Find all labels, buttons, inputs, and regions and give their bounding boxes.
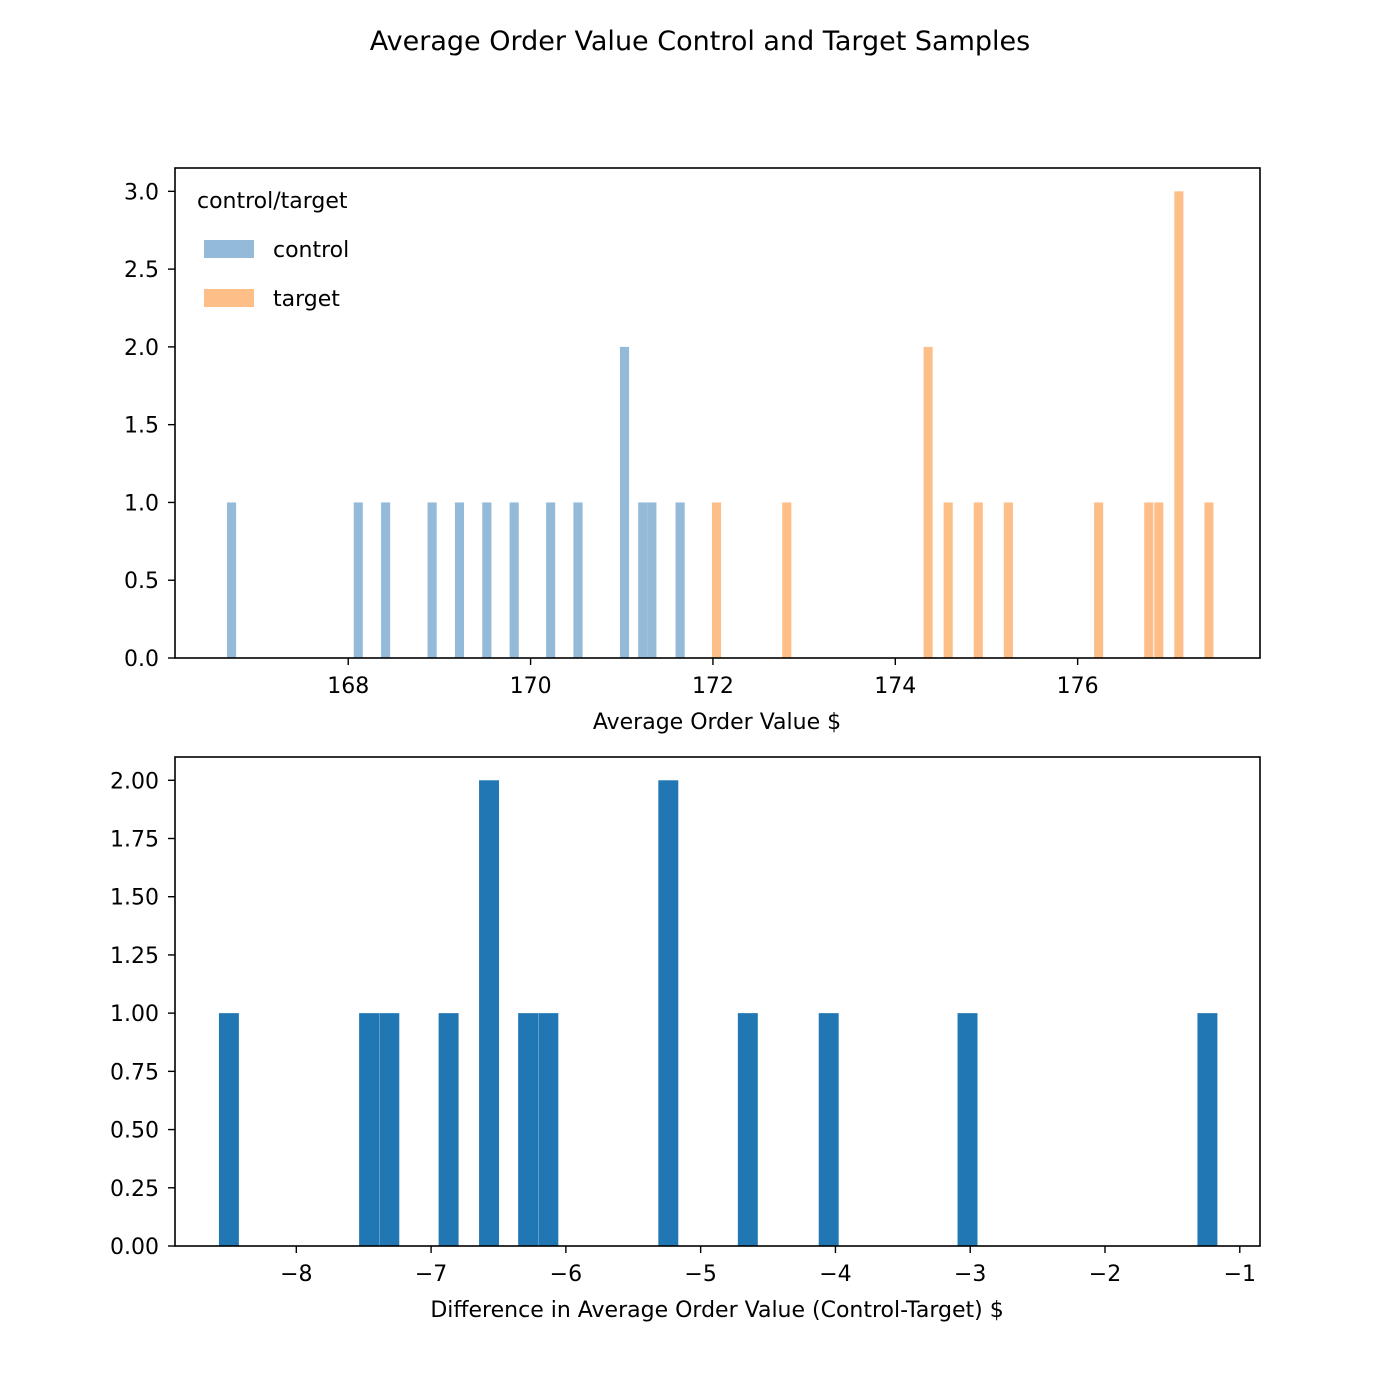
x-tick-label: −3 xyxy=(954,1262,986,1287)
histogram-bar xyxy=(658,780,679,1246)
histogram-bar-target xyxy=(923,346,933,658)
y-tick-label: 0.75 xyxy=(110,1060,159,1085)
histogram-bar-control xyxy=(381,502,391,658)
y-tick-label: 1.00 xyxy=(110,1002,159,1027)
histogram-bar-target xyxy=(1144,502,1154,658)
histogram-bar xyxy=(818,1013,839,1246)
histogram-bar-target xyxy=(782,502,792,658)
legend-label-target: target xyxy=(273,287,340,312)
figure-title: Average Order Value Control and Target S… xyxy=(370,26,1030,57)
histogram-bar xyxy=(518,1013,539,1246)
y-tick-label: 2.00 xyxy=(110,769,159,794)
x-tick-label: 176 xyxy=(1057,674,1099,699)
x-tick-label: 170 xyxy=(510,674,552,699)
y-tick-label: 3.0 xyxy=(124,180,159,205)
histogram-bar xyxy=(359,1013,380,1246)
histogram-bar-control xyxy=(353,502,363,658)
x-axis-label-top: Average Order Value $ xyxy=(593,710,841,735)
histogram-bar-target xyxy=(1204,502,1214,658)
x-tick-label: −6 xyxy=(550,1262,582,1287)
bars xyxy=(218,780,1218,1246)
histogram-bar-control xyxy=(226,502,237,658)
histogram-bar xyxy=(1197,1013,1218,1246)
bars xyxy=(226,191,1214,658)
y-tick-label: 1.50 xyxy=(110,886,159,911)
histogram-bar xyxy=(737,1013,758,1246)
legend: control/target control target xyxy=(197,189,349,312)
histogram-bar-target xyxy=(973,502,983,658)
histogram-bar-target xyxy=(1094,502,1104,658)
histogram-bar-target xyxy=(1003,502,1013,658)
histogram-bar-control xyxy=(619,346,630,658)
y-tick-label: 0.0 xyxy=(124,647,159,672)
histogram-bar-control xyxy=(546,502,556,658)
histogram-bar-control xyxy=(454,502,465,658)
axes-frame xyxy=(174,756,1261,1247)
y-tick-label: 0.00 xyxy=(110,1235,159,1260)
y-tick-label: 0.25 xyxy=(110,1177,159,1202)
histogram-bar-control xyxy=(638,502,648,658)
histogram-bar-target xyxy=(1174,191,1184,658)
histogram-difference: Difference in Average Order Value (Contr… xyxy=(110,756,1261,1323)
x-tick-label: −2 xyxy=(1089,1262,1121,1287)
x-tick-label: −5 xyxy=(684,1262,716,1287)
legend-swatch-control xyxy=(204,240,254,258)
histogram-bar xyxy=(218,1013,239,1246)
histogram-bar xyxy=(438,1013,459,1246)
histogram-bar-control xyxy=(573,502,583,658)
legend-label-control: control xyxy=(273,238,349,263)
x-tick-label: −8 xyxy=(280,1262,312,1287)
histogram-bar-target xyxy=(712,502,722,658)
y-tick-label: 0.5 xyxy=(124,569,159,594)
legend-swatch-target xyxy=(204,289,254,307)
x-tick-label: −4 xyxy=(819,1262,851,1287)
histogram-bar xyxy=(957,1013,978,1246)
y-tick-label: 2.0 xyxy=(124,336,159,361)
x-tick-label: 168 xyxy=(327,674,369,699)
histogram-bar xyxy=(538,1013,559,1246)
x-axis-label-bottom: Difference in Average Order Value (Contr… xyxy=(430,1298,1003,1323)
histogram-bar-control xyxy=(427,502,437,658)
axes-frame xyxy=(174,167,1261,659)
legend-title: control/target xyxy=(197,189,348,214)
histogram-bar-control xyxy=(675,502,685,658)
y-tick-label: 2.5 xyxy=(124,258,159,283)
histogram-bar-target xyxy=(943,502,953,658)
histogram-control-target: Average Order Value $ control/target con… xyxy=(124,167,1261,735)
y-tick-label: 1.25 xyxy=(110,944,159,969)
histogram-bar xyxy=(379,1013,400,1246)
histogram-bar-control xyxy=(509,502,519,658)
x-tick-label: −7 xyxy=(415,1262,447,1287)
y-tick-label: 1.5 xyxy=(124,414,159,439)
y-tick-label: 0.50 xyxy=(110,1119,159,1144)
x-tick-label: 174 xyxy=(874,674,916,699)
histogram-bar-control xyxy=(482,502,492,658)
y-tick-label: 1.0 xyxy=(124,491,159,516)
x-tick-label: 172 xyxy=(692,674,734,699)
histogram-bar xyxy=(479,780,500,1246)
x-tick-label: −1 xyxy=(1224,1262,1256,1287)
y-tick-label: 1.75 xyxy=(110,828,159,853)
histogram-bar-control xyxy=(647,502,657,658)
histogram-bar-target xyxy=(1154,502,1164,658)
